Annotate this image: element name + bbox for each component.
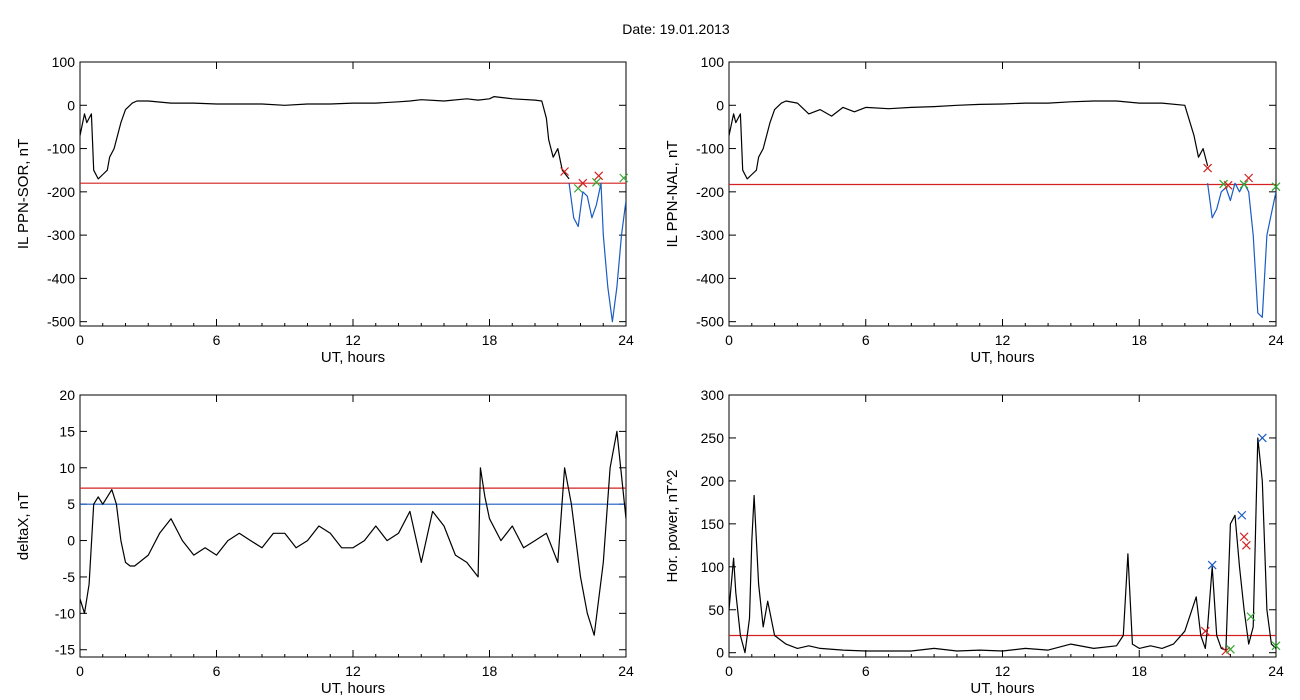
event-marker (1241, 540, 1251, 550)
y-tick-label: 20 (59, 387, 75, 403)
plot-area-deltax (80, 430, 626, 636)
x-tick-label: 6 (213, 663, 221, 679)
y-tick-label: -500 (47, 314, 75, 330)
y-tick-label: 0 (67, 97, 75, 113)
y-tick-label: -500 (696, 314, 724, 330)
y-tick-label: 50 (708, 602, 724, 618)
series-line-1 (568, 182, 626, 323)
y-tick-label: -15 (55, 642, 75, 658)
event-marker (1221, 646, 1231, 656)
event-marker (1239, 532, 1249, 542)
panel-hor-power: 0 6 12 18 24 300 250 200 150 100 50 0 UT, hours Hor. … (664, 387, 1284, 697)
x-axis-label: UT, hours (321, 680, 385, 697)
series-line-0 (729, 100, 1209, 180)
x-tick-label: 12 (995, 663, 1011, 679)
y-tick-label: -200 (47, 184, 75, 200)
event-marker (560, 167, 569, 176)
plot-area-il-ppn-sor (80, 95, 626, 323)
event-marker (1257, 433, 1267, 443)
y-tick-label: -5 (63, 569, 76, 585)
event-marker (1246, 612, 1256, 622)
panel-deltax: 0 6 12 18 24 20 15 10 5 0 -5 -10 -15 UT, hours deltaX,… (15, 387, 634, 697)
event-marker (1237, 510, 1247, 520)
y-tick-label: 5 (67, 496, 75, 512)
x-tick-label: 24 (618, 332, 634, 348)
x-tick-label: 12 (995, 332, 1011, 348)
event-marker (592, 177, 601, 187)
x-tick-label: 6 (862, 332, 870, 348)
y-tick-label: 250 (701, 430, 725, 446)
y-axis-label: Hor. power, nT^2 (664, 470, 681, 583)
series-line-0 (729, 437, 1276, 654)
y-tick-label: -300 (696, 227, 724, 243)
y-tick-label: 0 (716, 645, 724, 661)
y-tick-label: -10 (55, 605, 75, 621)
y-tick-label: 100 (52, 54, 76, 70)
series-line-0 (80, 430, 626, 636)
y-axis-label: IL PPN-SOR, nT (15, 139, 32, 249)
event-marker (1271, 182, 1281, 192)
y-axis-label: IL PPN-NAL, nT (664, 141, 681, 248)
event-marker (1225, 644, 1235, 654)
y-tick-label: 150 (701, 516, 725, 532)
y-tick-label: -300 (47, 227, 75, 243)
y-tick-label: -100 (47, 141, 75, 157)
event-marker (1244, 173, 1254, 183)
x-tick-label: 12 (345, 332, 361, 348)
x-tick-label: 6 (213, 332, 221, 348)
panel-il-ppn-sor: 0 6 12 18 24 100 0 -100 -200 -300 -400 -500 UT, hour… (15, 54, 634, 366)
x-tick-label: 0 (76, 663, 84, 679)
event-marker (1203, 163, 1213, 173)
x-tick-label: 24 (1268, 332, 1284, 348)
plot-frame-deltax (79, 394, 627, 658)
plot-area-il-ppn-nal (729, 100, 1276, 318)
y-tick-label: 0 (716, 97, 724, 113)
y-tick-label: -100 (696, 141, 724, 157)
x-axis-label: UT, hours (970, 349, 1034, 366)
x-tick-label: 0 (725, 332, 733, 348)
x-tick-label: 18 (1131, 332, 1147, 348)
y-tick-label: 100 (701, 54, 725, 70)
plot-frame-hor-power (728, 394, 1277, 658)
y-tick-label: -400 (696, 270, 724, 286)
event-marker (1271, 641, 1281, 651)
plot-frame-il-ppn-nal (728, 61, 1277, 327)
x-tick-label: 0 (725, 663, 733, 679)
plot-area-hor-power (729, 437, 1276, 654)
y-tick-label: -400 (47, 270, 75, 286)
plot-frame-il-ppn-sor (79, 61, 627, 327)
event-marker (1239, 180, 1249, 189)
x-tick-label: 18 (1131, 663, 1147, 679)
event-marker (619, 173, 629, 183)
x-tick-label: 12 (345, 663, 361, 679)
y-tick-label: 100 (701, 559, 725, 575)
event-marker (1200, 626, 1210, 636)
x-tick-label: 6 (862, 663, 870, 679)
y-tick-label: 10 (59, 460, 75, 476)
x-tick-label: 0 (76, 332, 84, 348)
x-tick-label: 24 (618, 663, 634, 679)
event-marker (1223, 180, 1233, 190)
y-tick-label: 200 (701, 473, 725, 489)
event-marker (578, 178, 588, 188)
series-line-1 (1207, 182, 1276, 318)
y-axis-label: deltaX, nT (15, 492, 32, 560)
series-line-0 (80, 95, 570, 180)
y-tick-label: 0 (67, 533, 75, 549)
event-marker (1207, 560, 1217, 570)
x-axis-label: UT, hours (321, 349, 385, 366)
x-tick-label: 18 (482, 663, 498, 679)
y-tick-label: 300 (701, 387, 725, 403)
event-marker (594, 171, 604, 181)
x-axis-label: UT, hours (970, 680, 1034, 697)
y-tick-label: 15 (59, 423, 75, 439)
x-tick-label: 18 (482, 332, 498, 348)
x-tick-label: 24 (1268, 663, 1284, 679)
panel-il-ppn-nal: 0 6 12 18 24 100 0 -100 -200 -300 -400 -500 UT, hour… (664, 54, 1284, 366)
y-tick-label: -200 (696, 184, 724, 200)
figure-title: Date: 19.01.2013 (622, 21, 730, 37)
